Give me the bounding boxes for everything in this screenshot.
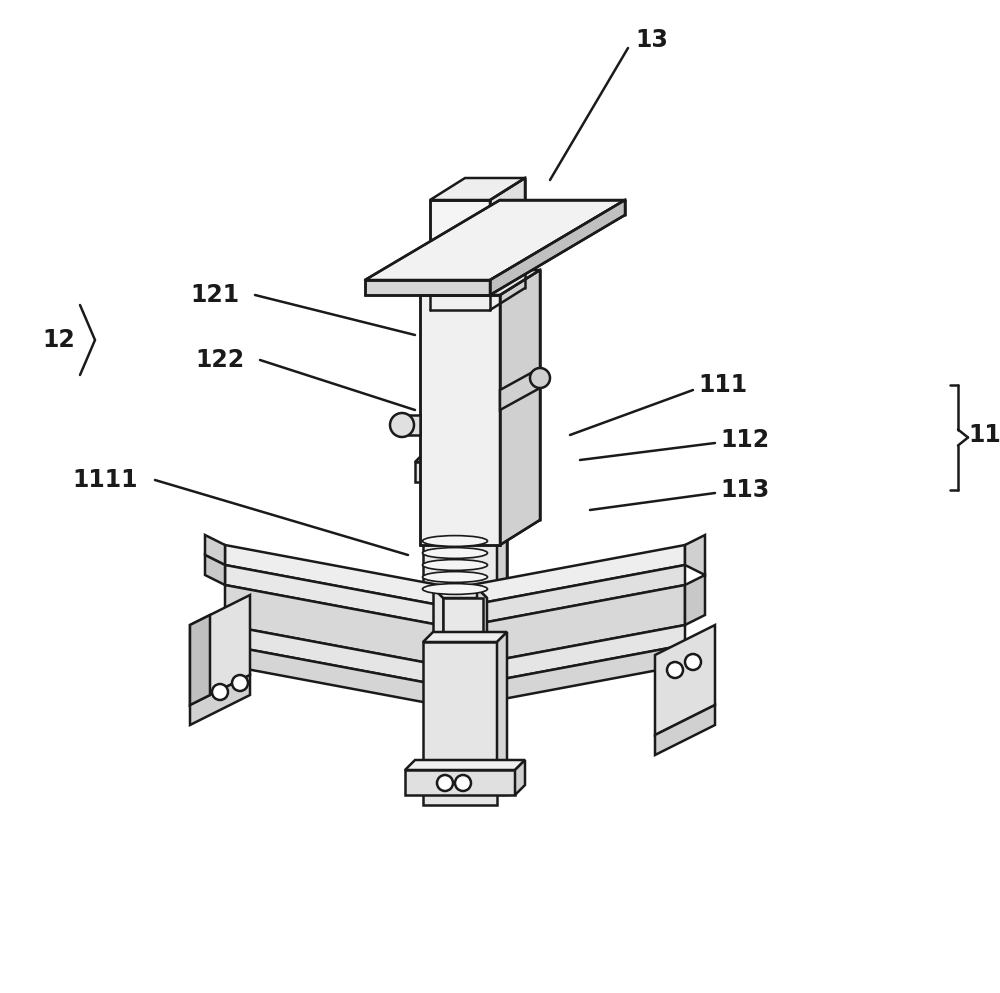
Polygon shape bbox=[685, 575, 705, 625]
Polygon shape bbox=[405, 760, 525, 770]
Circle shape bbox=[390, 413, 414, 437]
Polygon shape bbox=[490, 200, 625, 295]
Polygon shape bbox=[455, 565, 685, 628]
Polygon shape bbox=[433, 588, 487, 598]
Circle shape bbox=[212, 684, 228, 700]
Text: 112: 112 bbox=[720, 428, 769, 452]
Circle shape bbox=[667, 662, 683, 678]
Polygon shape bbox=[225, 625, 455, 688]
Text: 13: 13 bbox=[635, 28, 668, 52]
Polygon shape bbox=[455, 645, 685, 708]
Polygon shape bbox=[455, 585, 685, 668]
Polygon shape bbox=[477, 445, 487, 598]
Polygon shape bbox=[515, 760, 525, 795]
Polygon shape bbox=[190, 595, 250, 705]
Ellipse shape bbox=[422, 572, 488, 583]
Polygon shape bbox=[500, 270, 540, 545]
Polygon shape bbox=[490, 178, 525, 310]
Polygon shape bbox=[455, 545, 685, 608]
Polygon shape bbox=[433, 588, 443, 770]
Polygon shape bbox=[405, 770, 515, 795]
Polygon shape bbox=[190, 675, 250, 725]
Polygon shape bbox=[497, 632, 507, 795]
Polygon shape bbox=[655, 625, 715, 735]
Polygon shape bbox=[415, 462, 515, 482]
Ellipse shape bbox=[422, 584, 488, 595]
Polygon shape bbox=[423, 632, 507, 642]
Polygon shape bbox=[402, 415, 420, 435]
Polygon shape bbox=[477, 588, 487, 760]
Polygon shape bbox=[500, 368, 540, 410]
Polygon shape bbox=[455, 625, 685, 688]
Polygon shape bbox=[655, 705, 715, 755]
Circle shape bbox=[530, 368, 550, 388]
Polygon shape bbox=[190, 615, 210, 705]
Polygon shape bbox=[497, 470, 507, 642]
Polygon shape bbox=[415, 452, 525, 462]
Text: 113: 113 bbox=[720, 478, 769, 502]
Polygon shape bbox=[685, 635, 705, 675]
Polygon shape bbox=[423, 470, 507, 632]
Polygon shape bbox=[685, 655, 705, 705]
Polygon shape bbox=[685, 535, 705, 575]
Polygon shape bbox=[420, 270, 540, 295]
Polygon shape bbox=[225, 545, 455, 608]
Polygon shape bbox=[205, 535, 225, 565]
Circle shape bbox=[685, 654, 701, 670]
Polygon shape bbox=[423, 642, 497, 805]
Circle shape bbox=[455, 775, 471, 791]
Text: 12: 12 bbox=[42, 328, 75, 352]
Ellipse shape bbox=[422, 535, 488, 546]
Polygon shape bbox=[443, 598, 483, 760]
Polygon shape bbox=[365, 200, 625, 280]
Polygon shape bbox=[225, 565, 455, 628]
Polygon shape bbox=[430, 178, 525, 200]
Text: 121: 121 bbox=[190, 283, 239, 307]
Polygon shape bbox=[430, 200, 490, 310]
Ellipse shape bbox=[422, 560, 488, 570]
Ellipse shape bbox=[422, 547, 488, 558]
Polygon shape bbox=[205, 555, 225, 585]
Text: 11: 11 bbox=[968, 423, 1000, 447]
Text: 1111: 1111 bbox=[72, 468, 138, 492]
Polygon shape bbox=[365, 280, 490, 295]
Circle shape bbox=[437, 775, 453, 791]
Polygon shape bbox=[225, 645, 455, 708]
Polygon shape bbox=[420, 295, 500, 545]
Circle shape bbox=[232, 675, 248, 691]
Polygon shape bbox=[225, 585, 455, 668]
Text: 122: 122 bbox=[195, 348, 244, 372]
Text: 111: 111 bbox=[698, 373, 747, 397]
Polygon shape bbox=[433, 445, 477, 588]
